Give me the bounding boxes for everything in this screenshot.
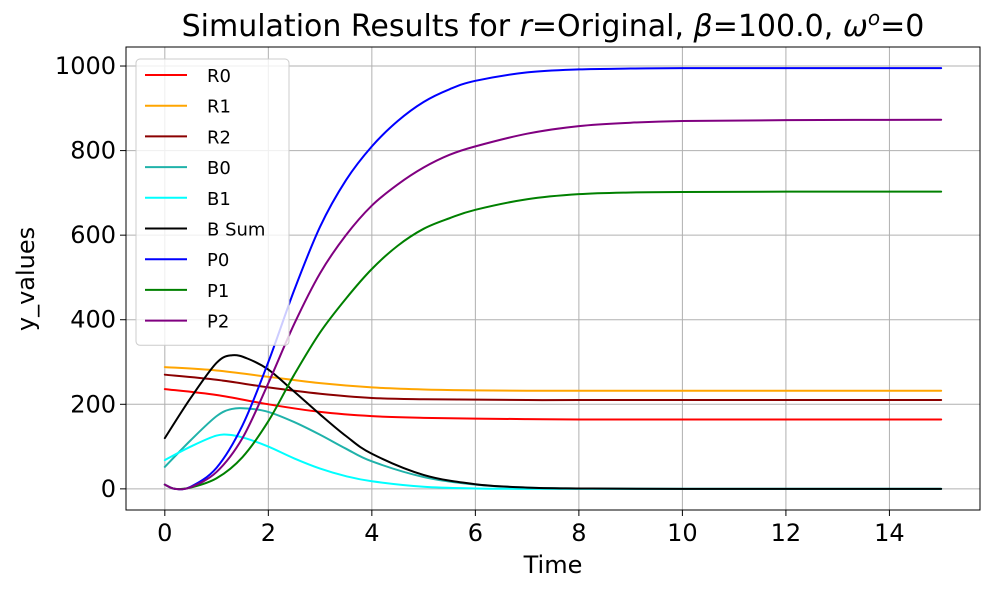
legend-label-p1: P1 <box>207 281 229 302</box>
x-tick-label: 0 <box>157 519 172 547</box>
series-line-p0 <box>163 67 943 491</box>
x-tick-label: 12 <box>771 519 802 547</box>
grid <box>126 47 980 510</box>
plot-frame <box>125 46 981 511</box>
legend-label-p2: P2 <box>207 312 229 333</box>
legend: R0 R1 R2 B0 B1 B Sum P0 P1 P2 <box>135 58 290 346</box>
y-tick-label: 200 <box>70 390 116 418</box>
y-tick-label: 0 <box>101 475 116 503</box>
legend-label-b0: B0 <box>207 158 231 179</box>
series-line-p2 <box>163 118 943 491</box>
y-tick-label: 800 <box>70 137 116 165</box>
legend-label-r2: R2 <box>207 127 231 148</box>
y-tick-label: 600 <box>70 221 116 249</box>
x-tick-label: 4 <box>364 519 379 547</box>
plot-lines <box>163 67 943 491</box>
x-tick-label: 14 <box>874 519 905 547</box>
x-tick-label: 2 <box>261 519 276 547</box>
x-tick-label: 8 <box>571 519 586 547</box>
legend-label-b1: B1 <box>207 189 231 210</box>
x-axis-label: Time <box>523 551 583 579</box>
y-tick-label: 400 <box>70 306 116 334</box>
series-line-r2 <box>163 373 943 402</box>
x-tick-label: 10 <box>667 519 698 547</box>
x-tick-label: 6 <box>468 519 483 547</box>
chart-title: Simulation Results for r=Original, β=100… <box>182 6 925 44</box>
series-line-r0 <box>163 388 943 421</box>
y-tick-label: 1000 <box>55 52 116 80</box>
legend-label-r1: R1 <box>207 97 231 118</box>
series-line-b-sum <box>163 354 943 490</box>
series-line-r1 <box>163 366 943 392</box>
axis-ticks: 0 2 4 6 8 10 12 14 0 200 400 600 800 1000 <box>55 52 905 547</box>
y-axis-label: y_values <box>12 227 40 331</box>
legend-label-b-sum: B Sum <box>207 220 265 241</box>
legend-label-p0: P0 <box>207 250 229 271</box>
series-line-p1 <box>163 190 943 491</box>
legend-label-r0: R0 <box>207 66 231 87</box>
legend-box <box>135 58 290 346</box>
